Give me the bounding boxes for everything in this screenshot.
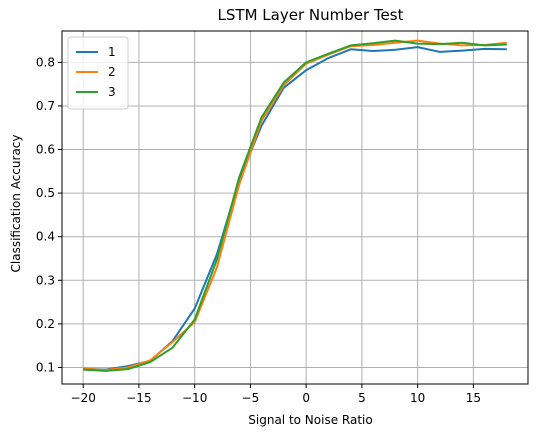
x-tick-label: 15: [466, 391, 481, 405]
y-tick-label: 0.7: [36, 99, 55, 113]
y-axis-label: Classification Accuracy: [9, 135, 23, 273]
chart-title: LSTM Layer Number Test: [218, 6, 404, 24]
x-axis: −20 −15 −10 −5 0 5 10 15: [71, 384, 481, 405]
x-tick-label: −10: [182, 391, 207, 405]
series-lines: [83, 39, 507, 372]
legend-label-3: 3: [108, 85, 116, 99]
y-tick-label: 0.3: [36, 273, 55, 287]
y-tick-label: 0.8: [36, 55, 55, 69]
x-tick-label: 0: [302, 391, 310, 405]
plot-frame: [61, 30, 529, 385]
x-tick-label: 10: [410, 391, 425, 405]
x-axis-label: Signal to Noise Ratio: [248, 413, 372, 427]
series-line-3: [83, 39, 507, 372]
grid: [62, 31, 528, 384]
y-tick-label: 0.2: [36, 317, 55, 331]
x-tick-label: −20: [71, 391, 96, 405]
y-tick-label: 0.1: [36, 360, 55, 374]
y-axis: 0.1 0.2 0.3 0.4 0.5 0.6 0.7 0.8: [36, 55, 62, 374]
legend-label-2: 2: [108, 65, 116, 79]
legend-label-1: 1: [108, 45, 116, 59]
x-tick-label: −5: [242, 391, 260, 405]
x-tick-label: 5: [358, 391, 366, 405]
y-tick-label: 0.4: [36, 230, 55, 244]
legend: 1 2 3: [67, 36, 129, 110]
y-tick-label: 0.5: [36, 186, 55, 200]
y-tick-label: 0.6: [36, 143, 55, 157]
x-tick-label: −15: [126, 391, 151, 405]
